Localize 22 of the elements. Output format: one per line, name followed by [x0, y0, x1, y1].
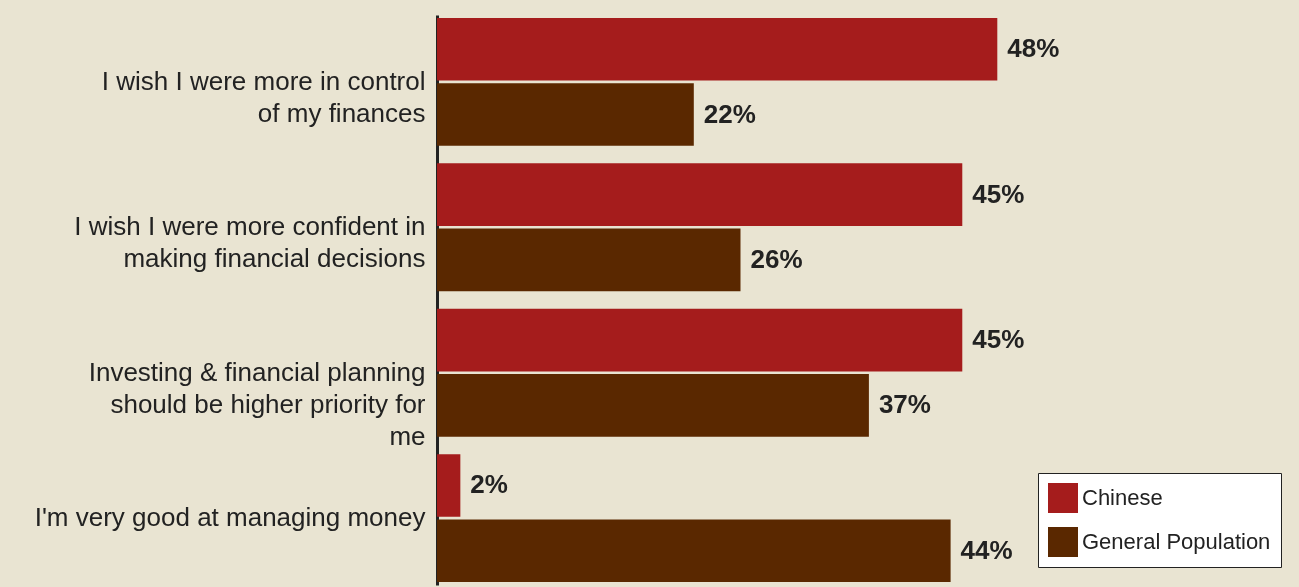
y-tick-label: Investing & financial planning should be higher priority for me [88, 356, 426, 451]
bar [437, 374, 869, 437]
legend-label: Chinese [1082, 485, 1163, 510]
data-label: 26% [750, 243, 803, 274]
data-label: 48% [1007, 33, 1060, 64]
y-tick-label: I wish I were more in control of my finances [101, 65, 426, 128]
bar [437, 83, 694, 146]
bar [437, 519, 951, 583]
y-tick-label: I wish I were more confident in making financial decisions [74, 211, 426, 274]
data-label: 37% [878, 389, 931, 420]
data-label: 44% [960, 534, 1013, 565]
bar [437, 228, 741, 292]
legend-label: General Population [1082, 529, 1271, 554]
data-label: 45% [972, 178, 1025, 209]
y-tick-label: I'm very good at managing money [34, 502, 426, 533]
bar [437, 454, 461, 517]
data-label: 2% [470, 469, 508, 500]
bar [437, 308, 963, 372]
data-label: 45% [972, 324, 1025, 355]
bar [437, 163, 963, 226]
data-label: 22% [703, 98, 756, 129]
bar [437, 17, 998, 81]
